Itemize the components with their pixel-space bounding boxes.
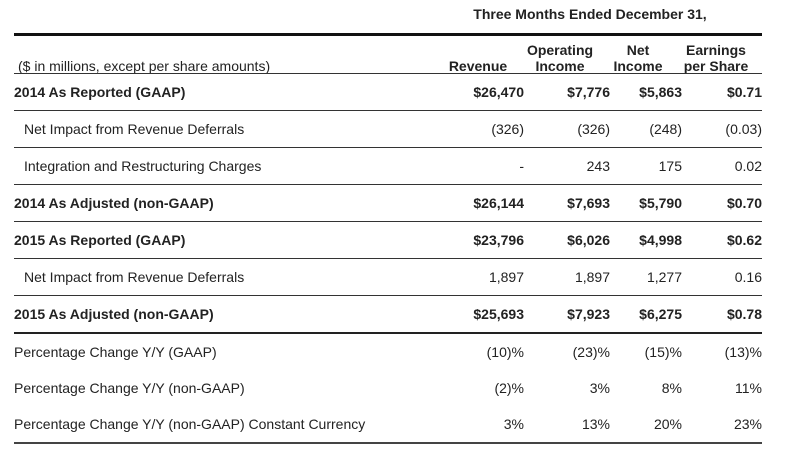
table-row: 2015 As Adjusted (non-GAAP) $25,693 $7,9… [14,296,762,333]
table-row: 2014 As Adjusted (non-GAAP) $26,144 $7,6… [14,185,762,222]
net-income-cell: 20% [653,416,682,432]
revenue-cell: $26,144 [473,195,524,211]
net-income-cell: 175 [658,158,682,174]
eps-cell: $0.70 [726,195,762,211]
operating-income-cell: (23)% [572,344,610,360]
financial-table: 2014 As Reported (GAAP) $26,470 $7,776 $… [14,74,762,444]
operating-income-cell: 3% [589,380,610,396]
operating-income-cell: $7,776 [567,84,610,100]
col-header-operating-income: Operating Income [526,42,594,74]
col-header-net-income: Net Income [613,42,663,74]
col-header-eps: Earnings per Share [683,42,749,74]
row-label: Percentage Change Y/Y (non-GAAP) [14,380,245,396]
operating-income-cell: (326) [577,121,610,137]
row-label: Net Impact from Revenue Deferrals [24,121,245,137]
header-underline [14,73,762,74]
eps-cell: (0.03) [725,121,762,137]
net-income-cell: (15)% [644,344,682,360]
eps-cell: 0.16 [734,269,762,285]
eps-cell: 11% [735,380,762,396]
table-row: Percentage Change Y/Y (non-GAAP) Constan… [14,406,762,443]
net-income-cell: $6,275 [639,306,682,322]
revenue-cell: $25,693 [473,306,524,322]
header-top-rule [14,33,762,36]
revenue-cell: (2)% [494,380,524,396]
operating-income-cell: $7,693 [567,195,610,211]
col-header-revenue: Revenue [448,58,508,74]
eps-cell: 23% [733,416,762,432]
revenue-cell: - [519,158,524,174]
revenue-cell: $26,470 [473,84,524,100]
row-label: Percentage Change Y/Y (GAAP) [14,344,217,360]
net-income-cell: 1,277 [646,269,682,285]
table-row: Integration and Restructuring Charges - … [14,148,762,185]
row-label: 2014 As Reported (GAAP) [14,84,186,100]
net-income-cell: 8% [661,380,682,396]
revenue-cell: 3% [503,416,524,432]
operating-income-cell: 243 [586,158,610,174]
row-label: Integration and Restructuring Charges [24,158,262,174]
eps-cell: $0.62 [726,232,762,248]
period-heading: Three Months Ended December 31, [473,6,707,22]
eps-cell: 0.02 [734,158,762,174]
table-row: 2015 As Reported (GAAP) $23,796 $6,026 $… [14,222,762,259]
operating-income-cell: 1,897 [574,269,610,285]
row-label: 2014 As Adjusted (non-GAAP) [14,195,214,211]
operating-income-cell: 13% [581,416,610,432]
net-income-cell: $5,790 [639,195,682,211]
revenue-cell: (10)% [486,344,524,360]
revenue-cell: (326) [491,121,524,137]
revenue-cell: $23,796 [473,232,524,248]
operating-income-cell: $6,026 [567,232,610,248]
eps-cell: $0.71 [726,84,762,100]
table-row: 2014 As Reported (GAAP) $26,470 $7,776 $… [14,74,762,111]
row-label: Net Impact from Revenue Deferrals [24,269,245,285]
table-row: Net Impact from Revenue Deferrals (326) … [14,111,762,148]
row-label: 2015 As Adjusted (non-GAAP) [14,306,214,322]
operating-income-cell: $7,923 [567,306,610,322]
net-income-cell: $4,998 [639,232,682,248]
row-label: Percentage Change Y/Y (non-GAAP) Constan… [14,416,366,432]
units-note: ($ in millions, except per share amounts… [18,58,271,74]
revenue-cell: 1,897 [488,269,524,285]
eps-cell: $0.78 [726,306,762,322]
net-income-cell: $5,863 [639,84,682,100]
table-row: Net Impact from Revenue Deferrals 1,897 … [14,259,762,296]
table-row: Percentage Change Y/Y (non-GAAP) (2)% 3%… [14,370,762,406]
eps-cell: (13)% [724,344,762,360]
net-income-cell: (248) [649,121,682,137]
row-label: 2015 As Reported (GAAP) [14,232,186,248]
table-row: Percentage Change Y/Y (GAAP) (10)% (23)%… [14,333,762,370]
